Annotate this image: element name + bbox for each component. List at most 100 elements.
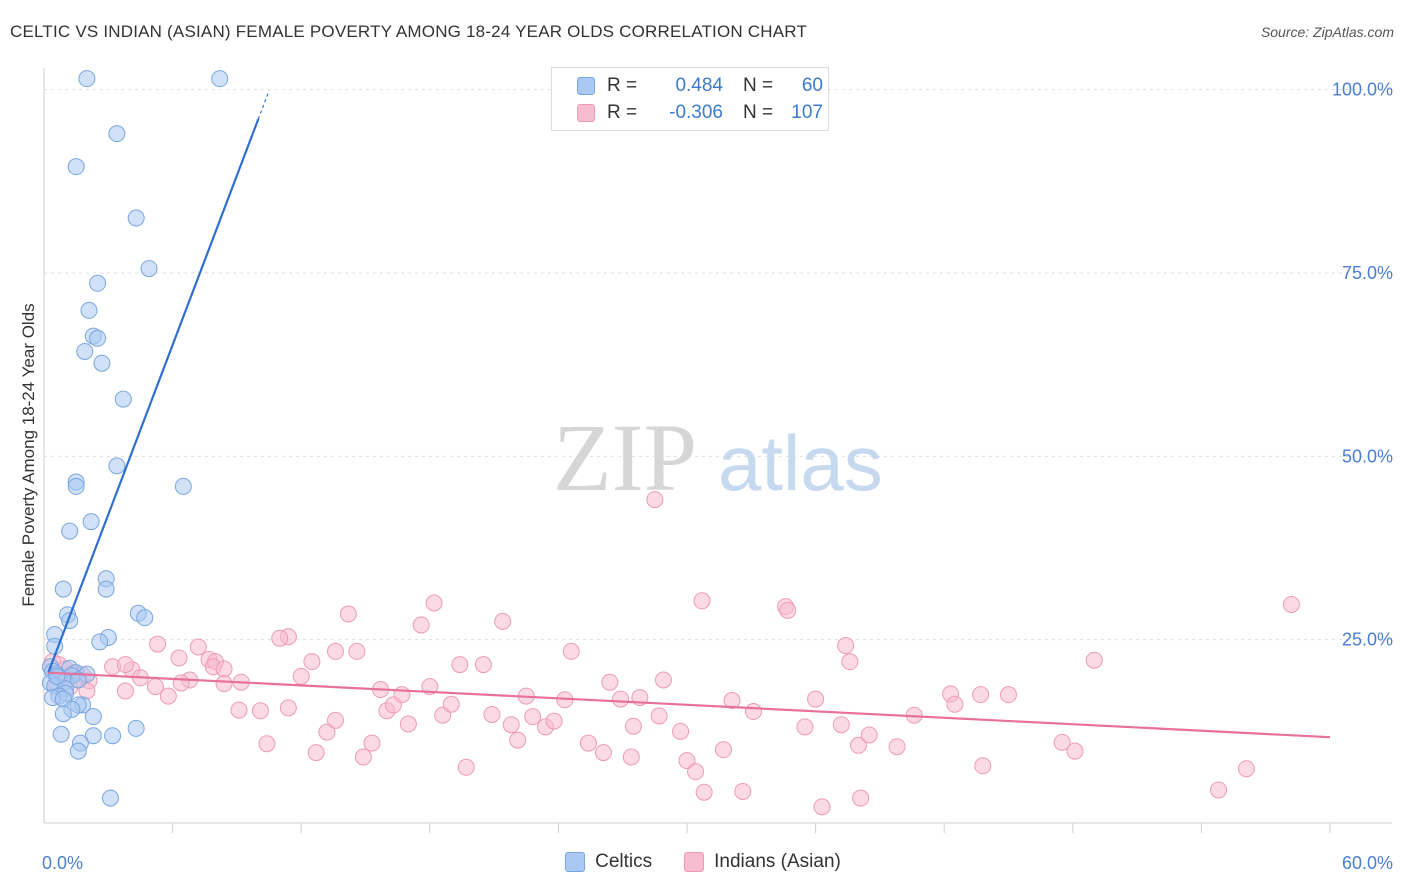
celtics-point [211,70,229,88]
indians-point [116,656,134,674]
celtics-point [93,354,111,372]
celtics-legend-swatch [565,852,586,872]
indians-point [972,686,990,704]
indians-legend-label: Indians (Asian) [714,851,841,872]
indians-point [339,605,357,623]
indians-point [170,649,188,667]
indians-point [1000,686,1017,704]
celtics-point [67,477,85,495]
indians-legend-swatch [684,852,705,872]
indians-point [258,735,276,753]
celtics-point [61,522,79,540]
indians-point [687,763,705,781]
celtics-point [48,667,66,685]
celtics-point [89,274,107,292]
indians-point [189,638,207,656]
watermark-atlas: atlas [718,419,883,507]
celtics-point [91,633,109,651]
watermark: ZIP atlas [553,404,883,511]
indians-point [412,616,430,634]
celtics-point [114,390,132,408]
celtics-point [97,580,115,598]
trend-lines [47,90,1331,739]
indians-point [545,712,563,730]
indians-point [612,690,630,708]
celtics-point [67,158,85,176]
indians-point [1053,733,1071,751]
indians-point [562,642,580,660]
indians-point [974,757,992,775]
indians-trend-line [48,671,1331,739]
indians-point [307,744,325,762]
indians-point [1085,651,1103,669]
celtics-point [127,209,145,227]
indians-point [354,748,372,766]
celtics-point [136,609,154,627]
indians-point [1210,781,1228,799]
celtics-point [104,727,122,745]
correlation-legend: R = 0.484 N = 60 R = -0.306 N = 107 [551,67,829,131]
celtics-trend-extension [257,90,270,120]
watermark-zip: ZIP [553,404,697,511]
indians-point [326,711,344,729]
indians-point [363,734,381,752]
celtics-point [108,457,126,475]
celtics-swatch [577,77,595,95]
x-tick-label-min: 0.0% [42,853,83,873]
y-tick-label: 25.0% [1342,630,1393,650]
indians-point [734,782,752,800]
indians-point [502,716,520,734]
celtics-point [84,708,102,726]
indians-point [251,702,269,720]
x-tick-label-max: 60.0% [1342,853,1393,873]
indians-point [451,656,469,674]
indians-point [1237,760,1255,778]
legend-row-celtics: R = 0.484 N = 60 [552,73,823,99]
y-tick-label: 100.0% [1332,80,1393,100]
celtics-point [82,513,100,531]
indians-point [509,731,527,749]
axis-labels: 25.0% 50.0% 75.0% 100.0% 0.0% 60.0% Female Pov… [19,80,1393,873]
series-legend: Celtics Indians (Asian) [0,851,1406,873]
y-tick-label: 50.0% [1342,446,1393,466]
celtics-point [69,671,87,689]
indians-point [457,758,475,776]
indians-point [348,642,366,660]
legend-item-indians: Indians (Asian) [684,851,841,873]
indians-point [807,690,825,708]
celtics-point [80,301,98,319]
legend-r-label: R = [607,75,638,96]
legend-r-value: -0.306 [669,102,723,123]
celtics-point [89,329,107,347]
indians-point [672,722,690,740]
indians-point [779,601,797,619]
indians-point [215,660,233,678]
legend-n-label: N = [743,102,774,123]
chart-title: CELTIC VS INDIAN (ASIAN) FEMALE POVERTY … [10,22,808,41]
indians-point [494,612,512,630]
celtics-point [76,342,94,360]
celtics-point [78,70,96,88]
celtics-point [101,789,119,807]
y-tick-label: 75.0% [1342,263,1393,283]
indians-point [326,642,344,660]
indians-point [841,653,859,671]
legend-n-value: 107 [791,102,823,123]
legend-item-celtics: Celtics [565,851,652,873]
indians-point [832,716,850,734]
indians-point [695,783,713,801]
indians-point [303,653,321,671]
celtics-point [127,719,145,737]
indians-point [849,736,867,754]
indians-point [813,798,831,816]
indians-point [474,656,492,674]
indians-point [1282,595,1300,613]
indians-point [116,682,134,700]
indians-point [852,789,870,807]
celtics-point [54,580,72,598]
indians-point [230,701,248,719]
indians-point [654,671,672,689]
indians-point [172,674,190,692]
indians-point [714,741,732,759]
indians-point [594,744,612,762]
